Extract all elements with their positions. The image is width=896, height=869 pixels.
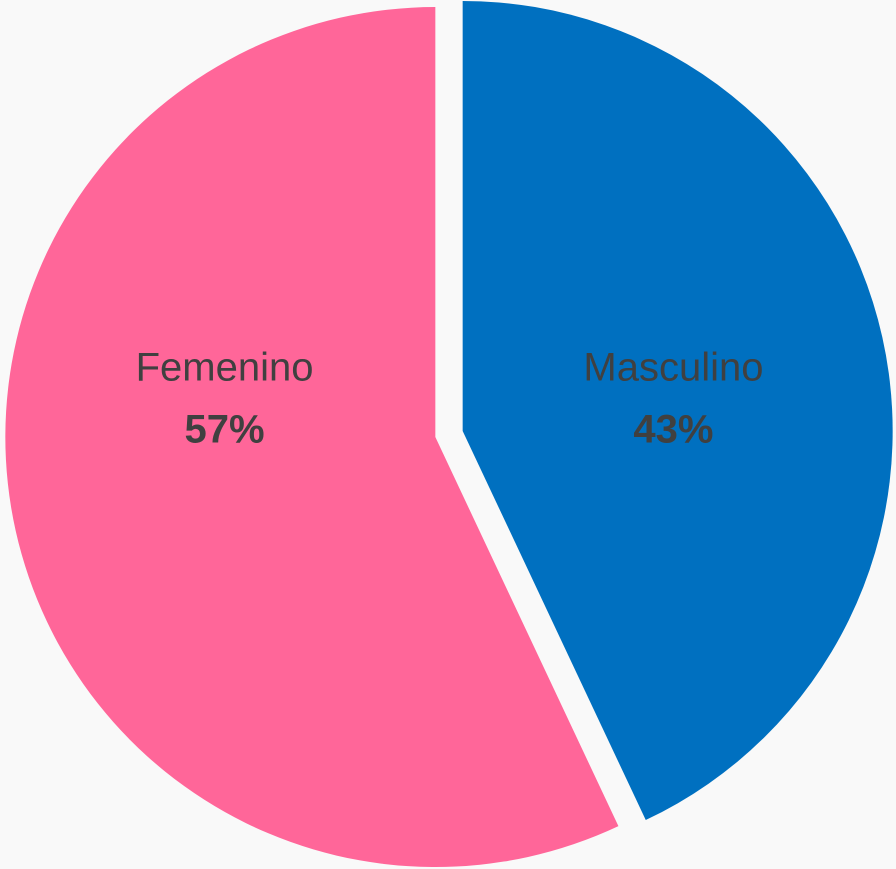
- pie-slice: [462, 0, 893, 821]
- slice-value-label: 57%: [185, 408, 265, 452]
- slice-label: Masculino: [583, 346, 763, 390]
- slice-label: Femenino: [136, 346, 314, 390]
- pie-slice: [5, 7, 619, 868]
- slice-value-label: 43%: [633, 408, 713, 452]
